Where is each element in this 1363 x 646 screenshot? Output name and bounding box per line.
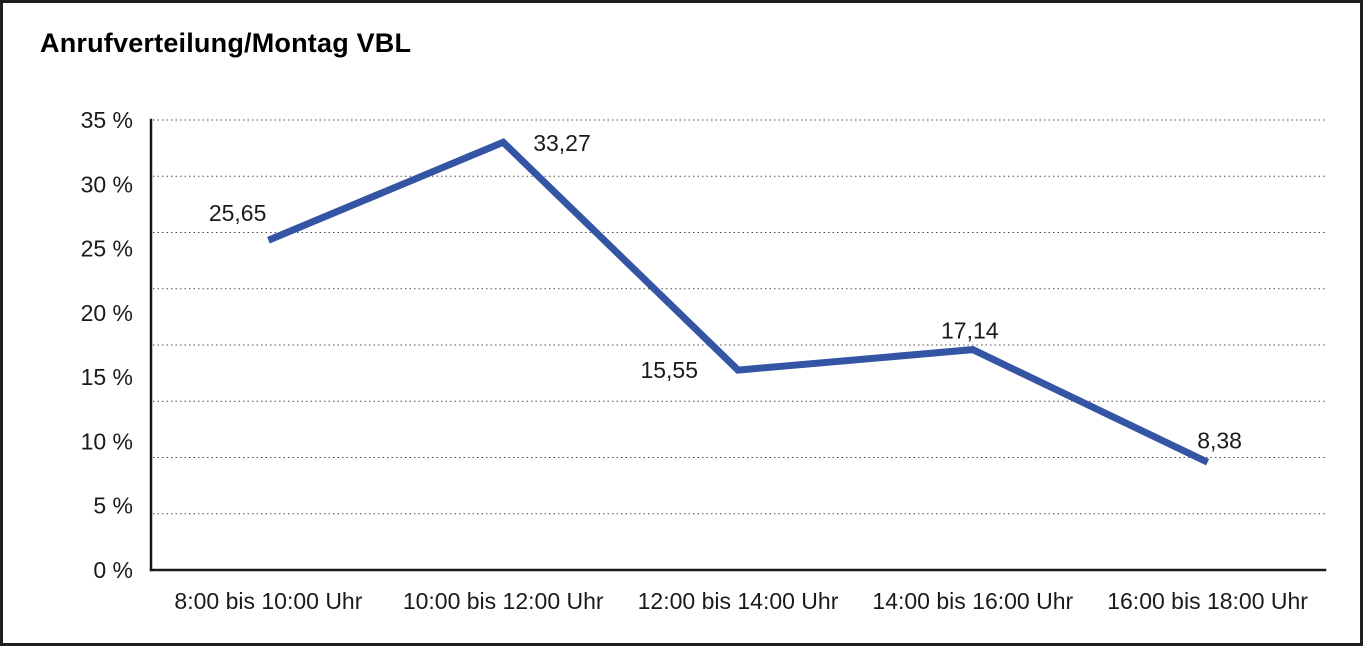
y-tick-label: 20 % (81, 300, 133, 326)
data-label: 15,55 (640, 357, 698, 383)
x-tick-label: 16:00 bis 18:00 Uhr (1107, 588, 1308, 614)
x-tick-label: 12:00 bis 14:00 Uhr (638, 588, 839, 614)
line-chart-canvas: 35 % 30 % 25 % 20 % 15 % 10 % 5 % 0 % 8:00 bis 1… (81, 107, 1327, 614)
y-tick-label: 35 % (81, 107, 133, 133)
chart-title: Anrufverteilung/Montag VBL (40, 28, 412, 58)
x-tick-label: 10:00 bis 12:00 Uhr (403, 588, 604, 614)
y-tick-label: 5 % (93, 493, 133, 519)
data-label: 17,14 (941, 318, 999, 344)
data-label: 33,27 (533, 130, 591, 156)
data-label: 8,38 (1197, 427, 1242, 453)
y-tick-label: 25 % (81, 236, 133, 262)
y-tick-label: 30 % (81, 171, 133, 197)
x-tick-label: 14:00 bis 16:00 Uhr (872, 588, 1073, 614)
data-label: 25,65 (209, 200, 267, 226)
series-line (267, 138, 1210, 466)
y-tick-label: 15 % (81, 364, 133, 390)
y-tick-label: 10 % (81, 428, 133, 454)
y-tick-label: 0 % (93, 557, 133, 583)
x-tick-label: 8:00 bis 10:00 Uhr (174, 588, 362, 614)
